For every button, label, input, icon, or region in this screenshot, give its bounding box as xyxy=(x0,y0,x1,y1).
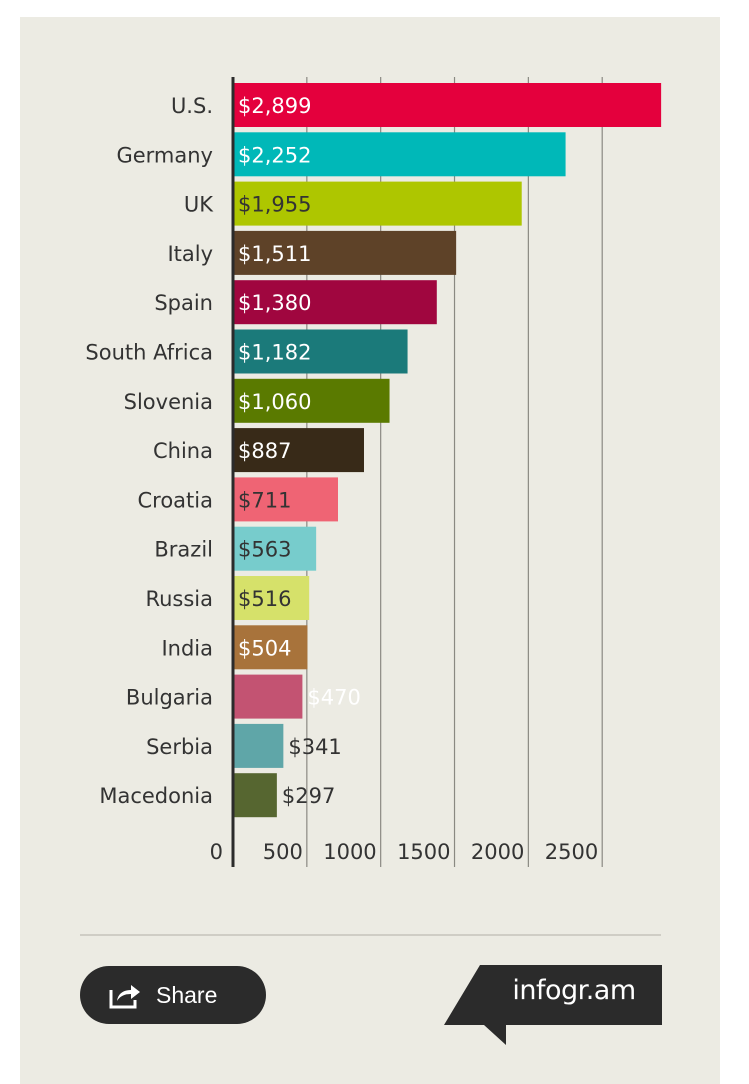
value-label-1: $2,252 xyxy=(238,143,311,167)
x-tick-label-500: 500 xyxy=(263,840,303,864)
category-label-8: Croatia xyxy=(138,488,214,512)
category-label-13: Serbia xyxy=(146,735,213,759)
category-label-4: Spain xyxy=(154,291,213,315)
share-button[interactable]: Share xyxy=(80,966,266,1024)
category-label-0: U.S. xyxy=(171,94,213,118)
bar-5 xyxy=(233,329,408,374)
value-label-3: $1,511 xyxy=(238,242,311,266)
category-label-2: UK xyxy=(184,193,214,217)
share-icon xyxy=(109,985,140,1009)
value-label-11: $504 xyxy=(238,636,291,660)
bar-7 xyxy=(233,428,364,473)
bar-4 xyxy=(233,280,437,325)
category-label-6: Slovenia xyxy=(124,390,213,414)
category-label-1: Germany xyxy=(116,143,213,167)
bar-3 xyxy=(233,230,457,275)
value-label-14: $297 xyxy=(282,784,335,808)
bar-6 xyxy=(233,378,390,423)
category-label-9: Brazil xyxy=(154,538,213,562)
value-label-7: $887 xyxy=(238,439,291,463)
bar-1 xyxy=(233,132,566,177)
bar-11 xyxy=(233,625,308,670)
x-tick-label-0: 0 xyxy=(210,840,223,864)
x-tick-label-2000: 2000 xyxy=(471,840,524,864)
value-label-5: $1,182 xyxy=(238,341,311,365)
value-label-0: $2,899 xyxy=(238,94,311,118)
share-label: Share xyxy=(156,981,218,1008)
value-label-10: $516 xyxy=(238,587,291,611)
value-label-4: $1,380 xyxy=(238,291,311,315)
bar-chart: U.S. $2,899 Germany $2,252 UK $1,955 Italy $1,5… xyxy=(85,77,662,867)
category-label-10: Russia xyxy=(145,587,213,611)
value-label-12: $470 xyxy=(307,686,360,710)
category-label-7: China xyxy=(153,439,213,463)
bar-8 xyxy=(233,477,339,522)
x-tick-label-2500: 2500 xyxy=(545,840,598,864)
value-label-6: $1,060 xyxy=(238,390,311,414)
value-label-9: $563 xyxy=(238,538,291,562)
brand-badge-shape xyxy=(444,965,662,1045)
brand-logo[interactable]: infogr.am xyxy=(444,965,662,1045)
brand-name: infogr.am xyxy=(512,975,636,1006)
bar-10 xyxy=(233,576,310,620)
x-tick-label-1000: 1000 xyxy=(323,840,376,864)
value-label-2: $1,955 xyxy=(238,193,311,217)
footer-divider xyxy=(80,934,661,936)
value-label-8: $711 xyxy=(238,488,291,512)
category-label-3: Italy xyxy=(167,242,213,266)
category-label-5: South Africa xyxy=(85,341,213,365)
category-label-14: Macedonia xyxy=(99,784,213,808)
bar-13 xyxy=(233,723,284,768)
bar-0 xyxy=(233,83,662,127)
bar-14 xyxy=(233,773,277,818)
category-label-11: India xyxy=(161,636,213,660)
category-label-12: Bulgaria xyxy=(126,686,213,710)
bar-12 xyxy=(233,674,303,719)
bar-9 xyxy=(233,526,317,571)
chart-card: U.S. $2,899 Germany $2,252 UK $1,955 Italy $1,5… xyxy=(20,17,720,1084)
value-label-13: $341 xyxy=(288,735,341,759)
bar-2 xyxy=(233,181,522,226)
x-tick-label-1500: 1500 xyxy=(397,840,450,864)
